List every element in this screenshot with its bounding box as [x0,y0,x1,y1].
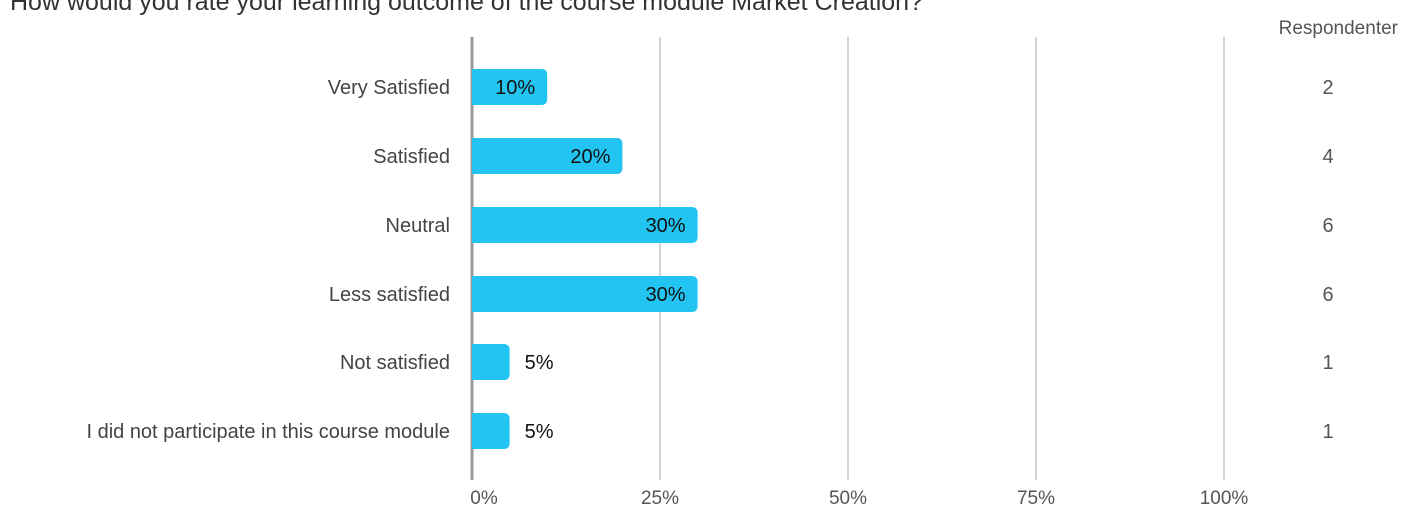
bar [472,344,510,380]
category-label: Satisfied [373,146,450,168]
category-label: I did not participate in this course mod… [86,421,450,443]
x-tick-label: 25% [641,488,679,509]
bar [472,207,698,243]
data-label: 30% [646,284,686,306]
bar [472,69,548,105]
x-tick-label: 100% [1200,488,1249,509]
bar [472,413,510,449]
gridlines [470,37,1225,480]
data-label: 5% [525,421,554,443]
x-tick-label: 50% [829,488,867,509]
x-tick-label: 75% [1017,488,1055,509]
respondent-count: 4 [1322,146,1333,168]
category-label: Less satisfied [329,284,450,306]
labels: 0% 25% 50% 75% 100% Very Satisfied 10% 2 Satisfi… [86,77,1333,509]
category-label: Very Satisfied [328,77,450,99]
respondents-header: Respondenter [1279,18,1399,39]
bars [472,69,698,449]
data-label: 20% [570,146,610,168]
bar [472,138,623,174]
data-label: 5% [525,352,554,374]
data-label: 30% [646,215,686,237]
respondent-count: 6 [1322,284,1333,306]
respondent-count: 1 [1322,352,1333,374]
category-label: Neutral [386,215,450,237]
chart-title: How would you rate your learning outcome… [10,0,923,16]
data-label: 10% [495,77,535,99]
respondent-count: 2 [1322,77,1333,99]
x-tick-label: 0% [470,488,498,509]
respondent-count: 6 [1322,215,1333,237]
category-label: Not satisfied [340,352,450,374]
bar [472,276,698,312]
respondent-count: 1 [1322,421,1333,443]
